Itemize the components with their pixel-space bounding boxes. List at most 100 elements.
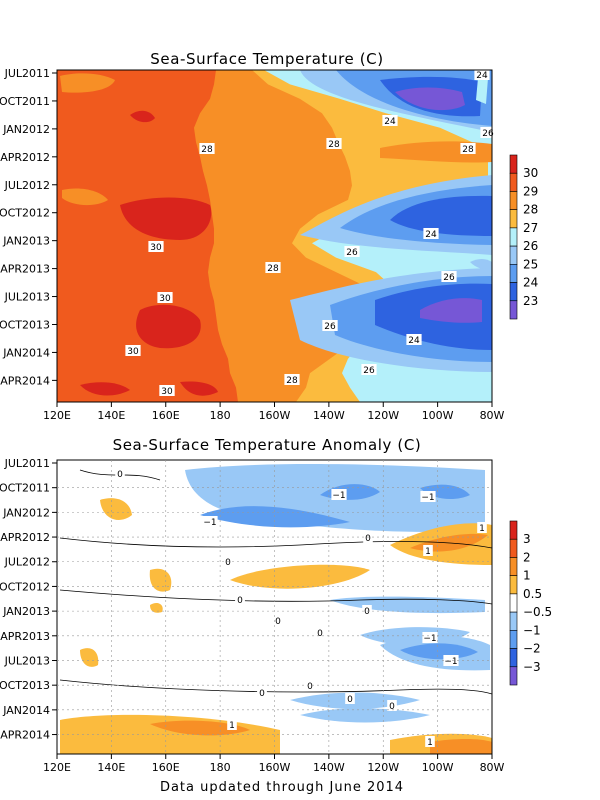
colorbar-swatch bbox=[509, 282, 518, 302]
x-tick-label: 140E bbox=[97, 761, 125, 774]
contour-label-bg bbox=[227, 719, 237, 730]
colorbar-swatch bbox=[509, 227, 518, 247]
colorbar-swatch bbox=[509, 191, 518, 210]
contour-label: 0 bbox=[117, 470, 123, 480]
contour-label-bg bbox=[265, 262, 281, 273]
x-tick-label: 80W bbox=[480, 409, 505, 422]
colorbar-tick-label: 28 bbox=[523, 203, 538, 217]
contour-label: 24 bbox=[476, 71, 488, 81]
contour-label: −1 bbox=[423, 634, 436, 644]
sst-patch-28-2012 bbox=[62, 188, 108, 206]
sst-field bbox=[57, 70, 492, 402]
contour-label-bg bbox=[406, 334, 422, 345]
contour-label-bg bbox=[125, 345, 141, 356]
colorbar-tick-label: 25 bbox=[523, 257, 538, 271]
y-tick-label: JUL2013 bbox=[4, 291, 50, 304]
colorbar-swatch bbox=[509, 557, 518, 576]
contour-label: 30 bbox=[127, 347, 139, 357]
contour-label-bg bbox=[474, 69, 490, 80]
contour-label: 0 bbox=[347, 695, 353, 705]
sst-warm-blob-2014b bbox=[180, 381, 218, 396]
colorbar-swatch bbox=[509, 520, 518, 540]
y-tick-label: APR2014 bbox=[0, 729, 50, 742]
x-tick-label: 100W bbox=[422, 409, 454, 422]
contour-label-bg bbox=[115, 468, 125, 479]
anomaly-panel-title: Sea-Surface Temperature Anomaly (C) bbox=[113, 436, 422, 454]
contour-label: 26 bbox=[363, 366, 375, 376]
y-tick-label: OCT2012 bbox=[0, 580, 50, 593]
anomaly-warm-2014-1 bbox=[150, 720, 250, 736]
x-tick-label: 80W bbox=[480, 761, 505, 774]
x-tick-label: 120E bbox=[43, 761, 71, 774]
colorbar-swatch bbox=[509, 575, 518, 595]
contour-label: 0 bbox=[365, 534, 371, 544]
sst-cool-tongue-2-23 bbox=[390, 195, 492, 236]
anomaly-cool-2011-1 bbox=[200, 506, 350, 528]
y-tick-label: JUL2013 bbox=[4, 654, 50, 667]
anomaly-cool-2014b bbox=[300, 708, 430, 723]
y-tick-label: OCT2011 bbox=[0, 95, 50, 108]
anomaly-warm-2013-west bbox=[80, 648, 99, 667]
contour-label: 0 bbox=[259, 689, 265, 699]
y-tick-label: OCT2012 bbox=[0, 207, 50, 220]
contour-label-bg bbox=[315, 627, 325, 638]
contour-label-bg bbox=[423, 228, 439, 239]
anomaly-warm-2014-east-1 bbox=[430, 739, 492, 754]
contour-label-bg bbox=[235, 594, 245, 605]
colorbar-tick-label: −2 bbox=[523, 642, 541, 656]
footer-note: Data updated through June 2014 bbox=[160, 780, 404, 795]
contour-label: 26 bbox=[324, 322, 336, 332]
contour-label-bg bbox=[477, 522, 487, 533]
y-tick-label: JUL2012 bbox=[4, 556, 50, 569]
contour-label: 28 bbox=[201, 145, 213, 155]
x-tick-label: 180 bbox=[210, 761, 231, 774]
contour-label-bg bbox=[387, 700, 397, 711]
colorbar-tick-label: −3 bbox=[523, 660, 541, 674]
anomaly-warm-2012-dot bbox=[150, 602, 163, 613]
contour-label: 0 bbox=[225, 558, 231, 568]
y-tick-label: JAN2013 bbox=[2, 605, 50, 618]
contour-label: 1 bbox=[427, 738, 433, 748]
colorbar-swatch bbox=[509, 172, 518, 192]
contour-label: 26 bbox=[346, 248, 358, 258]
y-tick-label: APR2014 bbox=[0, 374, 50, 387]
contour-label: 1 bbox=[425, 547, 431, 557]
colorbar-swatch bbox=[509, 648, 518, 668]
contour-label-bg bbox=[159, 385, 175, 396]
anomaly-contour-d bbox=[59, 679, 492, 695]
sst-coastal-cool-2014 bbox=[470, 372, 492, 392]
x-tick-label: 160W bbox=[259, 409, 291, 422]
colorbar-swatch bbox=[509, 154, 518, 174]
contour-label: 24 bbox=[408, 336, 420, 346]
y-tick-label: JUL2011 bbox=[4, 67, 50, 80]
x-tick-label: 160E bbox=[152, 409, 180, 422]
contour-label-bg bbox=[199, 143, 215, 154]
contour-label-bg bbox=[202, 516, 218, 527]
colorbar-swatch bbox=[509, 300, 518, 320]
y-tick-label: APR2012 bbox=[0, 151, 50, 164]
sst-coastal-warm-1 bbox=[476, 78, 488, 104]
sst-warm-blob-2013 bbox=[136, 304, 201, 349]
contour-label: 30 bbox=[159, 294, 171, 304]
contour-label: 30 bbox=[150, 243, 162, 253]
contour-label: 28 bbox=[328, 140, 340, 150]
sst-colorbar: 30 29 28 27 26 25 24 23 bbox=[509, 154, 538, 320]
y-tick-label: JUL2012 bbox=[4, 179, 50, 192]
anomaly-axes: 120E 140E 160E 180 160W 140W 120W 100W 80W JUL201… bbox=[0, 457, 505, 774]
y-tick-label: APR2013 bbox=[0, 630, 50, 643]
x-tick-label: 140W bbox=[313, 761, 345, 774]
contour-label: 0 bbox=[275, 617, 281, 627]
colorbar-tick-label: 3 bbox=[523, 532, 531, 546]
contour-label: 26 bbox=[482, 129, 494, 139]
contour-label-bg bbox=[345, 693, 355, 704]
contour-label: 30 bbox=[161, 387, 173, 397]
contour-label-bg bbox=[460, 143, 476, 154]
sst-warm-blob-2012 bbox=[120, 197, 212, 240]
colorbar-swatch bbox=[509, 538, 518, 558]
y-tick-label: JAN2014 bbox=[2, 704, 50, 717]
contour-label-bg bbox=[382, 115, 398, 126]
contour-label: 24 bbox=[384, 117, 396, 127]
x-tick-label: 100W bbox=[422, 761, 454, 774]
contour-label: 1 bbox=[479, 524, 485, 534]
colorbar-swatch bbox=[509, 245, 518, 265]
